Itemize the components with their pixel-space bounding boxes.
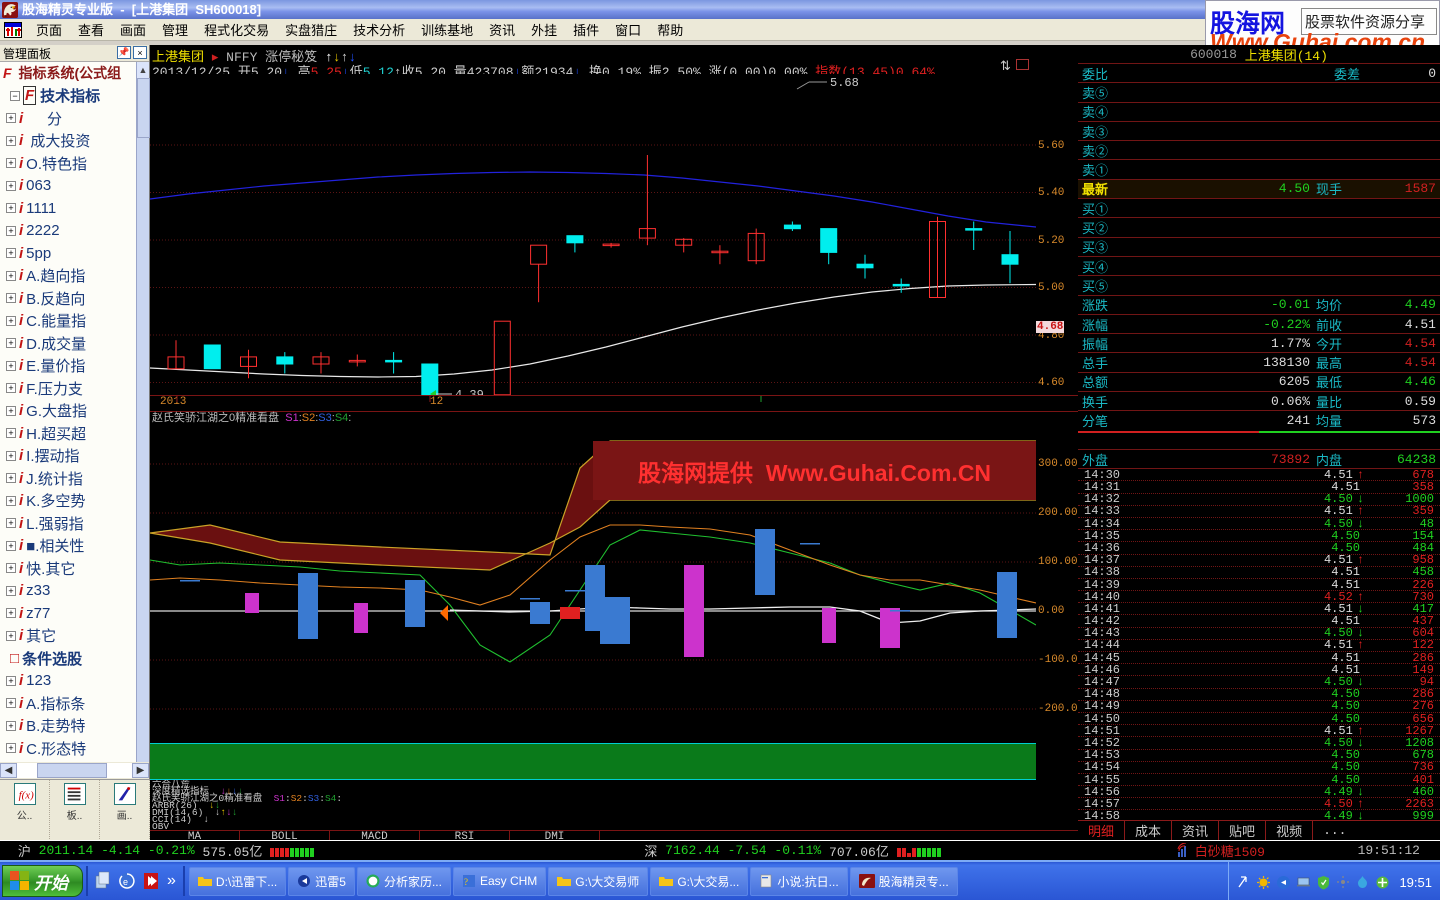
svg-text:e: e (123, 877, 128, 887)
svg-text:?: ? (464, 877, 468, 887)
svg-text:f(x): f(x) (18, 790, 33, 802)
svg-text:5.68: 5.68 (830, 76, 859, 90)
